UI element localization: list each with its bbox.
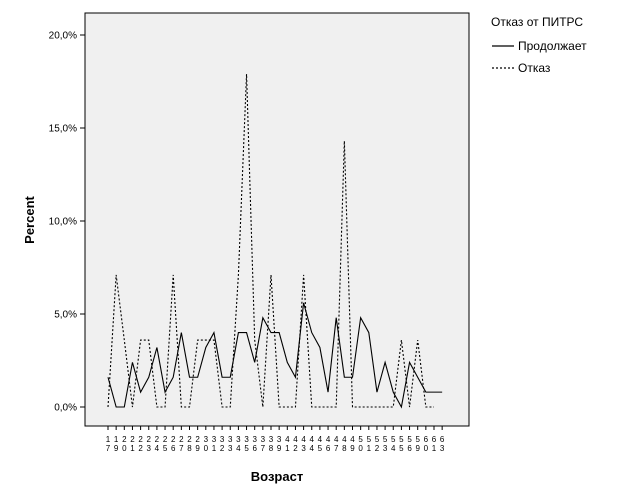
y-tick-label: 10,0% (49, 217, 77, 228)
series-layer (107, 74, 443, 409)
y-axis-title: Percent (22, 195, 37, 243)
y-tick-label: 0,0% (54, 403, 77, 414)
legend-label-dashed: Отказ (518, 61, 551, 75)
plot-area (84, 12, 470, 427)
legend-title: Отказ от ПИТРС (491, 15, 583, 29)
y-axis: 0,0% 5,0% 10,0% 15,0% 20,0% (49, 31, 85, 414)
series-line-dashed (107, 74, 434, 408)
y-tick-label: 20,0% (49, 31, 77, 42)
y-tick-label: 15,0% (49, 124, 77, 135)
legend: Отказ от ПИТРС Продолжает Отказ (491, 15, 587, 75)
legend-label-solid: Продолжает (518, 39, 587, 53)
y-tick-label: 5,0% (54, 310, 77, 321)
x-axis: 1 71 92 02 12 22 32 42 52 62 72 82 93 03 13 23 33 43 53 63 7… (106, 426, 445, 453)
x-axis-title: Возраст (251, 469, 303, 484)
